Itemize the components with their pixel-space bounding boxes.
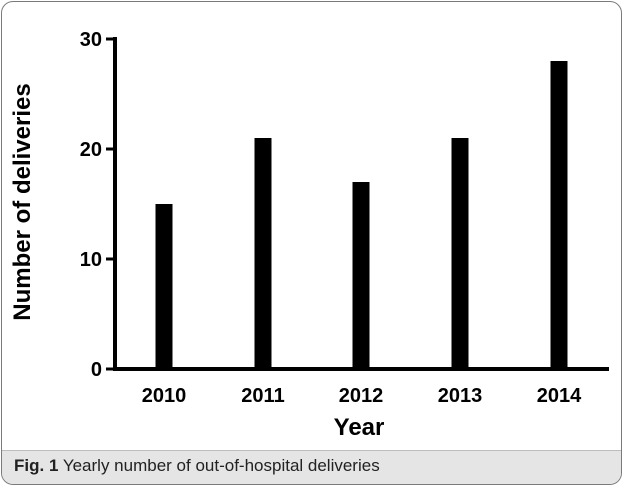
caption-text: Yearly number of out-of-hospital deliver…	[62, 456, 380, 475]
bars-group	[155, 61, 568, 369]
bar-2010	[155, 204, 173, 369]
x-tick-label-2012: 2012	[339, 385, 384, 407]
x-axis-title: Year	[334, 414, 385, 441]
caption-label: Fig. 1	[14, 456, 59, 475]
x-tick-label-2010: 2010	[142, 385, 187, 407]
figure-caption: Fig. 1 Yearly number of out-of-hospital …	[2, 450, 621, 484]
x-ticks-group: 2010 2011 2012 2013 2014	[142, 385, 582, 407]
x-tick-label-2011: 2011	[241, 385, 284, 407]
y-tick-label: 30	[80, 29, 102, 51]
y-tick-label: 10	[80, 249, 102, 271]
bar-2013	[451, 138, 469, 369]
y-tick-label: 0	[91, 359, 102, 381]
x-tick-label-2014: 2014	[537, 385, 582, 407]
bar-2012	[352, 182, 370, 369]
bar-chart: 0 10 20 30 2010 2011 2012 2013 2014 Number of d…	[9, 29, 609, 441]
y-ticks-group: 0 10 20 30	[80, 29, 115, 381]
x-tick-label-2013: 2013	[438, 385, 483, 407]
bar-2011	[254, 138, 272, 369]
y-tick-label: 20	[80, 139, 102, 161]
bar-2014	[550, 61, 568, 369]
y-axis-title: Number of deliveries	[9, 83, 36, 320]
